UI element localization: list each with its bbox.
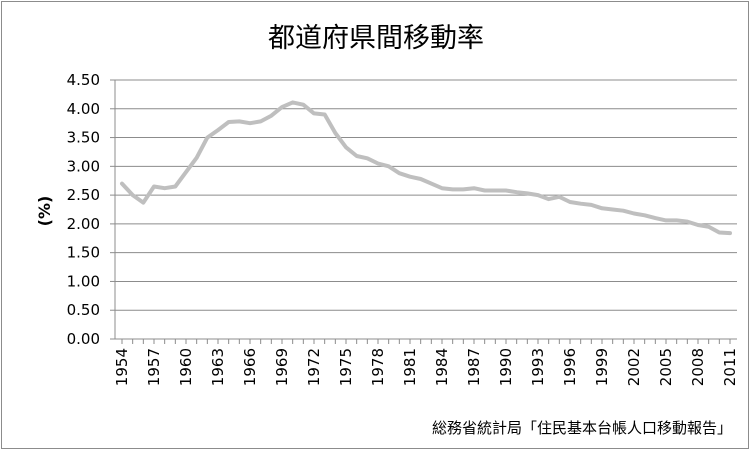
y-tick-label: 3.50: [67, 129, 100, 147]
x-tick-label: 1975: [337, 348, 355, 386]
x-tick-label: 1969: [273, 348, 291, 386]
x-tick-label: 2005: [657, 348, 675, 386]
x-tick-label: 2011: [721, 348, 739, 386]
x-tick-label: 1960: [177, 348, 195, 386]
x-tick-label: 1984: [433, 348, 451, 386]
x-tick-label: 1972: [305, 348, 323, 386]
y-tick-label: 0.00: [67, 330, 100, 348]
axes: [110, 79, 731, 344]
series-line: [120, 100, 732, 236]
chart-title: 都道府県間移動率: [268, 23, 484, 54]
y-tick-label: 4.50: [67, 71, 100, 89]
x-tick-label: 1996: [561, 348, 579, 386]
x-tick-label: 1981: [401, 348, 419, 386]
x-tick-label: 2008: [689, 348, 707, 386]
x-tick-labels: 1954 1957 1960 1963 1966 1969 1972 1975 1978 1981…: [113, 348, 739, 386]
y-tick-label: 0.50: [67, 301, 100, 319]
x-tick-label: 1999: [593, 348, 611, 386]
x-tick-label: 1954: [113, 348, 131, 386]
series-lines: [120, 100, 732, 236]
x-tick-label: 1978: [369, 348, 387, 386]
y-tick-label: 2.00: [67, 215, 100, 233]
grid-lines: [115, 79, 737, 340]
source-note: 総務省統計局「住民基本台帳人口移動報告」: [432, 419, 732, 437]
x-tick-label: 2002: [625, 348, 643, 386]
y-tick-label: 1.50: [67, 244, 100, 262]
y-axis-label: (%): [35, 196, 54, 227]
x-tick-label: 1963: [209, 348, 227, 386]
y-tick-label: 3.00: [67, 157, 100, 175]
y-tick-label: 2.50: [67, 186, 100, 204]
y-tick-label: 4.00: [67, 100, 100, 118]
x-tick-label: 1966: [241, 348, 259, 386]
x-tick-label: 1993: [529, 348, 547, 386]
x-tick-label: 1987: [465, 348, 483, 386]
y-tick-labels: 0.00 0.50 1.00 1.50 2.00 2.50 3.00 3.50 4.00 4.50: [67, 71, 100, 348]
y-tick-label: 1.00: [67, 272, 100, 290]
x-tick-label: 1990: [497, 348, 515, 386]
x-tick-label: 1957: [145, 348, 163, 386]
